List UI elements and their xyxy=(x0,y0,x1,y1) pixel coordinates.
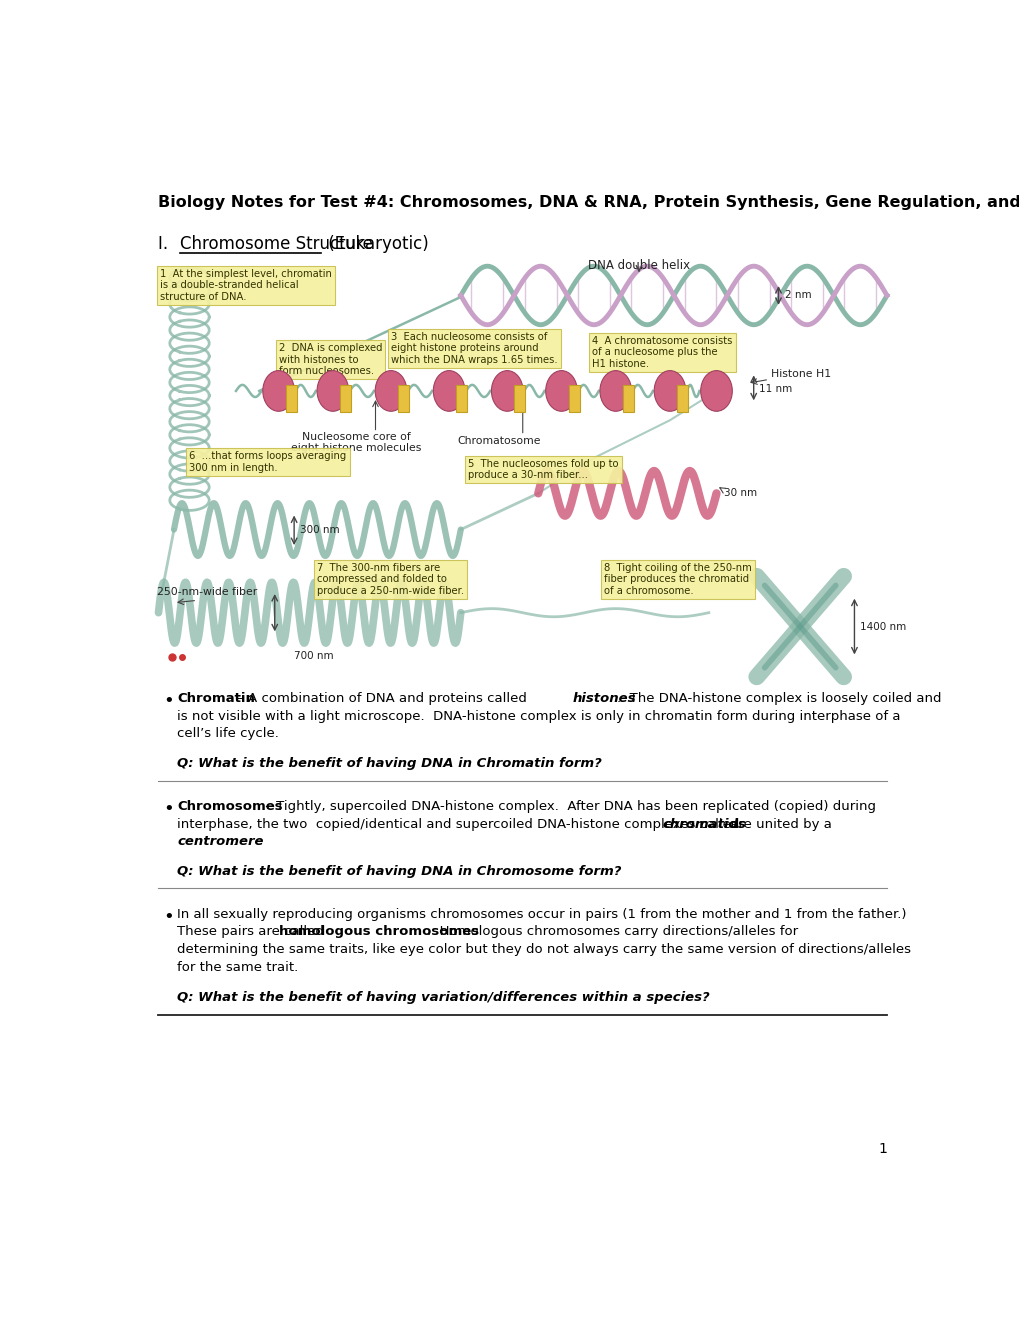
Text: – Tightly, supercoiled DNA-histone complex.  After DNA has been replicated (copi: – Tightly, supercoiled DNA-histone compl… xyxy=(261,800,875,813)
Text: histones: histones xyxy=(572,692,635,705)
Text: is not visible with a light microscope.  DNA-histone complex is only in chromati: is not visible with a light microscope. … xyxy=(177,710,900,723)
Text: I.: I. xyxy=(158,235,179,253)
Text: 8  Tight coiling of the 250-nm
fiber produces the chromatid
of a chromosome.: 8 Tight coiling of the 250-nm fiber prod… xyxy=(603,562,751,595)
Text: 3  Each nucleosome consists of
eight histone proteins around
which the DNA wraps: 3 Each nucleosome consists of eight hist… xyxy=(390,331,557,364)
Circle shape xyxy=(491,371,523,412)
Text: •: • xyxy=(163,908,173,925)
Text: 1: 1 xyxy=(877,1142,887,1155)
Text: determining the same traits, like eye color but they do not always carry the sam: determining the same traits, like eye co… xyxy=(177,942,910,956)
Text: Chromatosome: Chromatosome xyxy=(458,436,541,446)
Text: DNA double helix: DNA double helix xyxy=(587,259,690,272)
FancyBboxPatch shape xyxy=(568,385,579,412)
Text: Chromosome Structure: Chromosome Structure xyxy=(180,235,373,253)
Circle shape xyxy=(263,371,294,412)
FancyBboxPatch shape xyxy=(514,385,525,412)
Text: for the same trait.: for the same trait. xyxy=(177,961,299,974)
Text: cell’s life cycle.: cell’s life cycle. xyxy=(177,727,279,741)
Text: 7  The 300-nm fibers are
compressed and folded to
produce a 250-nm-wide fiber.: 7 The 300-nm fibers are compressed and f… xyxy=(317,562,464,595)
Circle shape xyxy=(433,371,465,412)
Text: .  Homologous chromosomes carry directions/alleles for: . Homologous chromosomes carry direction… xyxy=(426,925,797,939)
Text: Nucleosome core of
eight histone molecules: Nucleosome core of eight histone molecul… xyxy=(290,432,421,453)
Text: 6  ...that forms loops averaging
300 nm in length.: 6 ...that forms loops averaging 300 nm i… xyxy=(190,451,346,473)
Text: 4  A chromatosome consists
of a nucleosome plus the
H1 histone.: 4 A chromatosome consists of a nucleosom… xyxy=(592,335,733,368)
FancyBboxPatch shape xyxy=(339,385,351,412)
Text: 30 nm: 30 nm xyxy=(723,488,757,499)
Text: 1400 nm: 1400 nm xyxy=(859,622,905,631)
FancyBboxPatch shape xyxy=(455,385,467,412)
Text: Chromatin: Chromatin xyxy=(177,692,255,705)
Text: interphase, the two  copied/identical and supercoiled DNA-histone complexes call: interphase, the two copied/identical and… xyxy=(177,817,743,830)
Text: •: • xyxy=(163,692,173,710)
Text: Q: What is the benefit of having variation/differences within a species?: Q: What is the benefit of having variati… xyxy=(177,991,709,1003)
FancyBboxPatch shape xyxy=(285,385,297,412)
Circle shape xyxy=(545,371,577,412)
Text: 300 nm: 300 nm xyxy=(300,525,339,536)
Circle shape xyxy=(599,371,631,412)
Circle shape xyxy=(653,371,685,412)
Text: centromere: centromere xyxy=(177,836,263,849)
Text: 2  DNA is complexed
with histones to
form nucleosomes.: 2 DNA is complexed with histones to form… xyxy=(278,343,382,376)
FancyBboxPatch shape xyxy=(397,385,409,412)
Text: .  The DNA-histone complex is loosely coiled and: . The DNA-histone complex is loosely coi… xyxy=(616,692,941,705)
Circle shape xyxy=(317,371,348,412)
Circle shape xyxy=(700,371,732,412)
Text: – A combination of DNA and proteins called: – A combination of DNA and proteins call… xyxy=(232,692,531,705)
Circle shape xyxy=(375,371,407,412)
Text: are united by a: are united by a xyxy=(726,817,830,830)
Text: Q: What is the benefit of having DNA in Chromatin form?: Q: What is the benefit of having DNA in … xyxy=(177,758,601,771)
Text: •: • xyxy=(163,800,173,818)
Text: .: . xyxy=(232,836,236,849)
Text: Chromosomes: Chromosomes xyxy=(177,800,282,813)
FancyBboxPatch shape xyxy=(623,385,634,412)
Text: chromatids: chromatids xyxy=(661,817,745,830)
Text: Histone H1: Histone H1 xyxy=(770,370,830,379)
Text: Q: What is the benefit of having DNA in Chromosome form?: Q: What is the benefit of having DNA in … xyxy=(177,866,621,878)
Text: homologous chromosomes: homologous chromosomes xyxy=(279,925,479,939)
Text: (Eukaryotic): (Eukaryotic) xyxy=(322,235,428,253)
Text: 700 nm: 700 nm xyxy=(293,651,333,661)
Text: Biology Notes for Test #4: Chromosomes, DNA & RNA, Protein Synthesis, Gene Regul: Biology Notes for Test #4: Chromosomes, … xyxy=(158,195,1019,210)
Text: 2 nm: 2 nm xyxy=(784,290,810,301)
Text: In all sexually reproducing organisms chromosomes occur in pairs (1 from the mot: In all sexually reproducing organisms ch… xyxy=(177,908,906,920)
FancyBboxPatch shape xyxy=(677,385,688,412)
Text: 250-nm-wide fiber: 250-nm-wide fiber xyxy=(157,587,257,598)
Text: These pairs are called: These pairs are called xyxy=(177,925,328,939)
Text: 1  At the simplest level, chromatin
is a double-stranded helical
structure of DN: 1 At the simplest level, chromatin is a … xyxy=(160,268,331,302)
Text: 5  The nucleosomes fold up to
produce a 30-nm fiber...: 5 The nucleosomes fold up to produce a 3… xyxy=(468,459,619,480)
Text: 11 nm: 11 nm xyxy=(758,384,792,395)
